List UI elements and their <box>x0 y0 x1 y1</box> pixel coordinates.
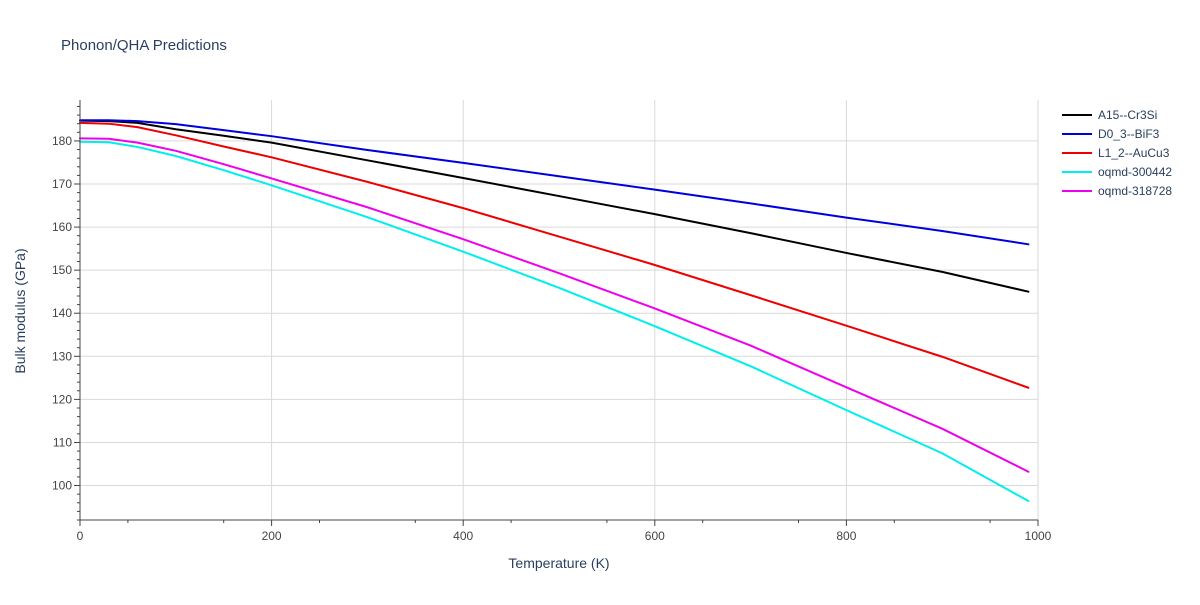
y-axis-title: Bulk modulus (GPa) <box>12 248 28 373</box>
legend-item[interactable]: oqmd-318728 <box>1062 184 1172 198</box>
legend-item[interactable]: oqmd-300442 <box>1062 165 1172 179</box>
legend-label: D0_3--BiF3 <box>1098 127 1160 141</box>
y-tick-label: 140 <box>52 306 72 320</box>
legend[interactable]: A15--Cr3Si D0_3--BiF3 L1_2--AuCu3 oqmd-3004… <box>1062 108 1172 198</box>
x-axis-title: Temperature (K) <box>508 555 609 571</box>
axis-layer: 0 200 400 600 800 1000 100 110 120 130 140 150 160 17… <box>52 100 1052 543</box>
y-tick-label: 100 <box>52 479 72 493</box>
x-tick-label: 800 <box>836 529 856 543</box>
y-tick-label: 110 <box>53 435 72 449</box>
legend-label: oqmd-300442 <box>1098 165 1172 179</box>
legend-item[interactable]: A15--Cr3Si <box>1062 108 1157 122</box>
series-line-0[interactable] <box>79 119 1030 293</box>
series-line-1[interactable] <box>79 119 1030 246</box>
y-tick-label: 150 <box>52 263 72 277</box>
chart-title: Phonon/QHA Predictions <box>61 37 227 54</box>
y-tick-label: 120 <box>52 392 72 406</box>
legend-label: oqmd-318728 <box>1098 184 1172 198</box>
series-line-3[interactable] <box>79 140 1030 503</box>
legend-item[interactable]: L1_2--AuCu3 <box>1062 146 1170 160</box>
y-tick-label: 160 <box>52 220 72 234</box>
y-tick-label: 180 <box>52 134 72 148</box>
x-tick-label: 1000 <box>1025 529 1052 543</box>
series-line-2[interactable] <box>79 121 1030 389</box>
y-tick-label: 130 <box>52 349 72 363</box>
series-line-4[interactable] <box>79 137 1030 473</box>
legend-item[interactable]: D0_3--BiF3 <box>1062 127 1160 141</box>
legend-label: L1_2--AuCu3 <box>1098 146 1170 160</box>
x-tick-label: 0 <box>77 529 84 543</box>
grid-layer <box>80 100 1039 520</box>
y-tick-label: 170 <box>52 177 72 191</box>
legend-label: A15--Cr3Si <box>1098 108 1157 122</box>
x-tick-label: 200 <box>262 529 282 543</box>
x-tick-label: 600 <box>645 529 665 543</box>
series-layer <box>79 119 1030 503</box>
x-tick-label: 400 <box>453 529 473 543</box>
